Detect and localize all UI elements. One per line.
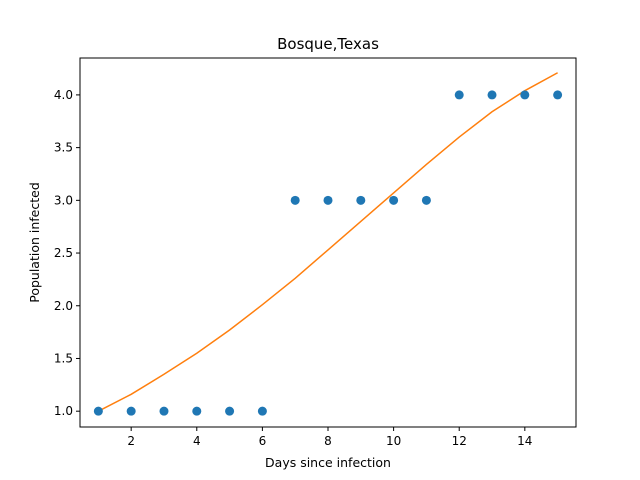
data-point xyxy=(389,195,399,205)
chart-title: Bosque,Texas xyxy=(277,35,379,53)
data-point xyxy=(323,195,333,205)
data-point xyxy=(487,90,497,100)
data-point xyxy=(421,195,431,205)
data-point xyxy=(93,406,103,416)
y-tick-label: 1.5 xyxy=(54,351,73,365)
data-point xyxy=(126,406,136,416)
x-tick-label: 14 xyxy=(517,434,532,448)
data-point xyxy=(520,90,530,100)
data-point xyxy=(225,406,235,416)
series-layer xyxy=(93,72,563,416)
plot-frame xyxy=(79,57,577,428)
data-point xyxy=(553,90,563,100)
data-point xyxy=(356,195,366,205)
x-tick-label: 10 xyxy=(386,434,401,448)
x-tick-label: 2 xyxy=(127,434,135,448)
x-tick-label: 6 xyxy=(259,434,267,448)
data-point xyxy=(257,406,267,416)
x-tick-label: 12 xyxy=(452,434,467,448)
data-point xyxy=(159,406,169,416)
x-tick-label: 4 xyxy=(193,434,201,448)
y-tick-label: 1.0 xyxy=(54,404,73,418)
data-point xyxy=(290,195,300,205)
y-tick-label: 3.0 xyxy=(54,193,73,207)
y-tick-label: 3.5 xyxy=(54,141,73,155)
fit-line xyxy=(98,72,558,412)
y-tick-label: 4.0 xyxy=(54,88,73,102)
axis-ticks: 2 4 6 8 10 12 14 1.0 1.5 2.0 2.5 3.0 3.5 4.0 xyxy=(54,88,533,448)
data-point xyxy=(192,406,202,416)
x-axis-label: Days since infection xyxy=(265,455,391,470)
data-point xyxy=(454,90,464,100)
x-tick-label: 8 xyxy=(324,434,332,448)
y-tick-label: 2.0 xyxy=(54,299,73,313)
y-axis-label: Population infected xyxy=(27,182,42,303)
y-tick-label: 2.5 xyxy=(54,246,73,260)
